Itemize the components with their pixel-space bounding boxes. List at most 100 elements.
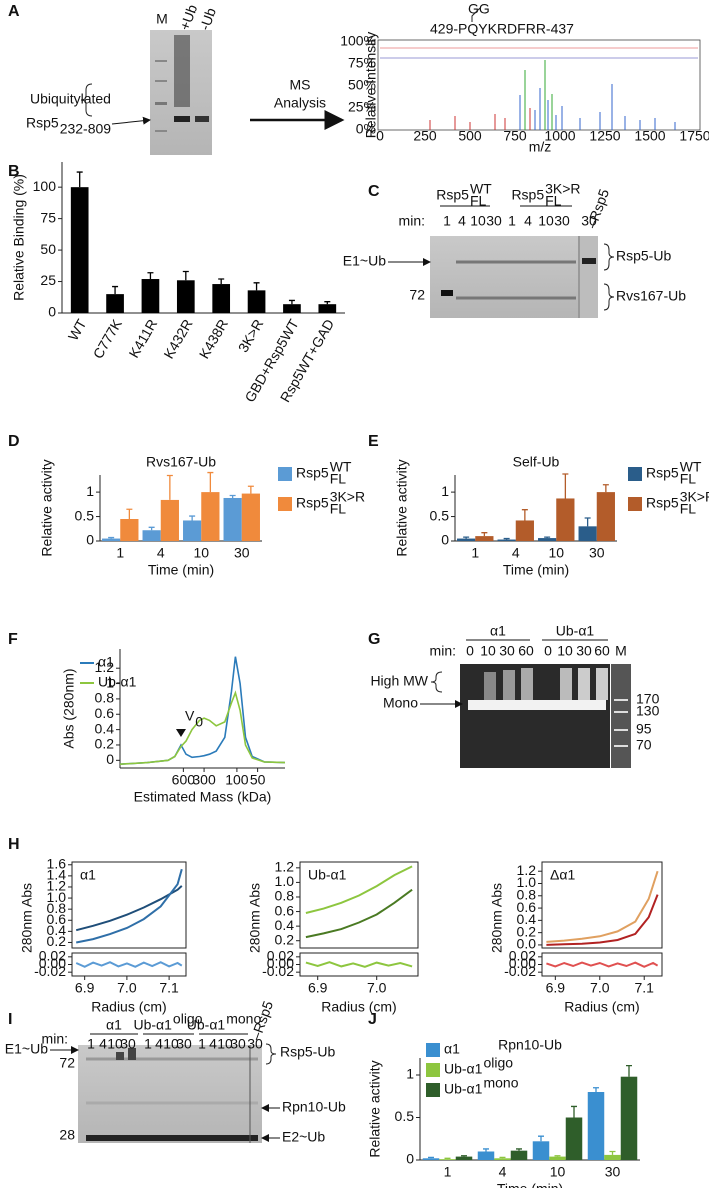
error-bar: [166, 474, 173, 500]
lane-label: M: [156, 11, 168, 27]
y-tick-label: 0: [86, 532, 94, 548]
min-label: min:: [42, 1031, 68, 1047]
chart-title: Ub-α1: [308, 867, 347, 883]
y-tick-label: 0.2: [275, 931, 295, 947]
y-tick-label: 0.4: [95, 720, 115, 736]
x-tick-label: 7.1: [634, 980, 654, 996]
y-tick-label: 1: [106, 674, 114, 690]
data-line: [76, 868, 183, 944]
error-bar: [521, 509, 528, 521]
error-bar: [247, 485, 254, 494]
error-bar: [148, 526, 155, 531]
gel-label: 72: [59, 1055, 75, 1071]
bar: [183, 520, 202, 541]
gel-label: Rvs167-Ub: [616, 288, 686, 304]
x-axis-label: Radius (cm): [321, 999, 396, 1015]
x-tick-label: 30: [234, 545, 250, 561]
y-tick-label: 0.2: [47, 933, 67, 949]
gel-label: E1~Ub: [343, 253, 386, 269]
x-tick-label: 10: [193, 545, 209, 561]
data-line: [546, 870, 659, 943]
y-tick-label: 1.2: [517, 862, 537, 878]
error-bar: [626, 1065, 632, 1077]
bar: [142, 530, 161, 541]
lane-time: 30: [120, 1036, 136, 1052]
y-tick-label: 0.6: [95, 705, 115, 721]
lane-time: 1: [198, 1036, 206, 1052]
subscript: FL: [470, 193, 487, 209]
subscript: 232-809: [60, 121, 112, 137]
error-bar: [147, 272, 154, 280]
panel-letter: D: [8, 433, 20, 450]
y-tick-label: 0.6: [517, 899, 537, 915]
error-bar: [503, 537, 510, 540]
spectrum-ylabel: Relative Intensity: [363, 32, 379, 139]
error-bar: [602, 484, 609, 493]
y-tick-label: 0.02: [267, 948, 294, 964]
y-tick-label: 0.00: [267, 955, 294, 971]
bar: [532, 1141, 550, 1160]
lane-group: α1: [490, 623, 506, 639]
bar: [549, 1156, 566, 1160]
y-tick-label: 1.4: [47, 867, 67, 883]
modification-link: [471, 7, 481, 22]
y-tick-label: 0.2: [517, 923, 537, 939]
gel-c: [388, 205, 615, 318]
lane-time: 30: [554, 213, 570, 229]
rich-label: Ub-α1: [98, 674, 137, 690]
label: Ub-α1: [444, 1061, 483, 1077]
superscript: WT: [680, 459, 702, 475]
rich-label: α1: [444, 1041, 460, 1057]
x-tick-label: 7.0: [117, 980, 137, 996]
lane-time: 30: [581, 213, 597, 229]
y-tick-label: 0.4: [47, 922, 67, 938]
lane-time: 4: [524, 213, 532, 229]
plot-frame: [541, 861, 663, 949]
spectrum-ytick: 25%: [348, 99, 376, 115]
bar: [455, 1156, 473, 1160]
bracket: [80, 83, 93, 117]
y-tick-label: 0.8: [47, 900, 67, 916]
bar: [515, 520, 534, 541]
panel-letter: E: [368, 433, 379, 450]
rich-label: Ub-α1 oligo: [133, 1011, 202, 1033]
bar: [160, 499, 179, 541]
label: Rsp5: [646, 465, 679, 481]
y-tick-label: -0.02: [34, 963, 66, 979]
x-tick-label: 30: [589, 545, 605, 561]
error-bar: [253, 282, 260, 291]
panel-letter: C: [368, 183, 380, 200]
spectrum-xtick: 1500: [634, 128, 665, 144]
legend-swatch: [278, 497, 292, 511]
lane-time: 30: [576, 643, 592, 659]
plot-frame: [299, 861, 419, 949]
error-bar: [112, 285, 119, 295]
spectrum-ytick: 75%: [348, 55, 376, 71]
x-tick-label: 10: [548, 545, 564, 561]
gel-label: E1~Ub: [5, 1041, 48, 1057]
lane-time: 10: [107, 1036, 123, 1052]
bar: [477, 1151, 495, 1160]
y-tick-label: 100: [33, 178, 57, 194]
x-tick-label: 600: [172, 772, 196, 788]
error-bar: [229, 494, 236, 498]
bar: [283, 304, 301, 313]
bar: [587, 1092, 605, 1160]
bar: [604, 1154, 621, 1160]
x-tick-label: 7.0: [590, 980, 610, 996]
x-tick-label: 7.0: [367, 980, 387, 996]
label: Rsp5: [436, 187, 469, 203]
y-tick-label: 1.2: [275, 859, 295, 875]
annotation-marker: [175, 728, 186, 737]
x-tick-label: 300: [192, 772, 216, 788]
error-bar: [584, 517, 591, 527]
y-tick-label: 1.2: [47, 878, 67, 894]
y-tick-label: 75: [40, 209, 56, 225]
y-axis-label: Relative Binding (%): [11, 174, 27, 301]
panel-letter: B: [8, 163, 20, 180]
bar: [578, 526, 597, 541]
legend-swatch: [426, 1083, 440, 1097]
label: α1: [98, 654, 114, 670]
y-tick-label: 0.8: [95, 690, 115, 706]
